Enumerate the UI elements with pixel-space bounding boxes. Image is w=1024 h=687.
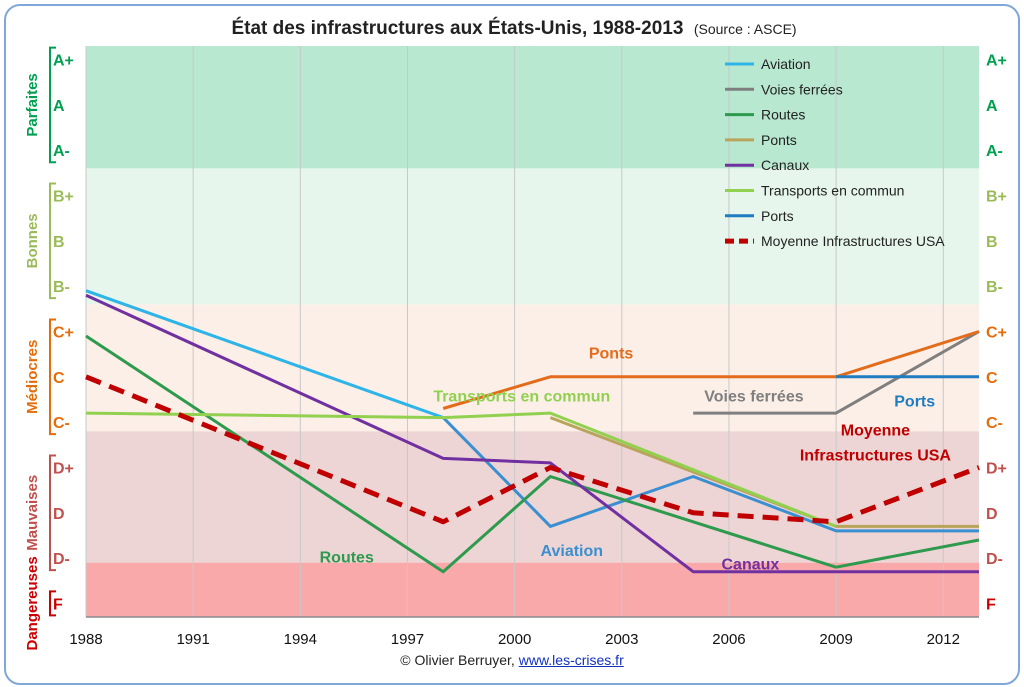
bracket-parfaites bbox=[49, 46, 56, 164]
grade-right-c-plus: C+ bbox=[986, 325, 1007, 342]
copyright-footer: © Olivier Berruyer, www.les-crises.fr bbox=[0, 652, 1024, 668]
grade-left-c: C bbox=[53, 370, 65, 387]
grade-bands bbox=[86, 46, 979, 617]
grid-lines bbox=[85, 46, 979, 618]
grade-right-c-minus: C- bbox=[986, 415, 1003, 432]
series-line-aviation-0 bbox=[85, 289, 444, 420]
chart-title: État des infrastructures aux États-Unis,… bbox=[231, 17, 796, 39]
grade-left-b-plus: B+ bbox=[53, 189, 74, 206]
grade-left-b: B bbox=[53, 234, 65, 251]
grade-right-a: A bbox=[986, 98, 998, 115]
series-line-canaux-6 bbox=[85, 293, 979, 574]
grade-right-a-minus: A- bbox=[986, 143, 1003, 160]
legend-label-moyenne-infrastructures-usa: Moyenne Infrastructures USA bbox=[761, 233, 945, 249]
bracket-dangereuses bbox=[49, 590, 56, 617]
x-axis: 1988 1991 1994 1997 2000 2003 2006 2009 2012 bbox=[69, 631, 960, 648]
grade-left-f: F bbox=[53, 596, 63, 613]
x-tick-1988: 1988 bbox=[69, 631, 102, 648]
grade-right-b-plus: B+ bbox=[986, 189, 1007, 206]
grade-right-b-minus: B- bbox=[986, 279, 1003, 296]
x-tick-2000: 2000 bbox=[498, 631, 531, 648]
grade-left-a-plus: A+ bbox=[53, 53, 74, 70]
chart-subtitle: (Source : ASCE) bbox=[694, 21, 797, 37]
bracket-bonnes bbox=[49, 182, 56, 300]
site-link[interactable]: www.les-crises.fr bbox=[518, 652, 624, 668]
grade-right-d-minus: D- bbox=[986, 551, 1003, 568]
x-tick-2009: 2009 bbox=[819, 631, 852, 648]
category-mediocres: Médiocres bbox=[24, 340, 41, 414]
band-bonnes bbox=[86, 168, 979, 305]
copyright-text: © Olivier Berruyer, bbox=[400, 652, 515, 668]
annotation-canaux-8: Canaux bbox=[721, 556, 779, 573]
series-lines bbox=[85, 289, 980, 574]
annotation-routes-6: Routes bbox=[320, 550, 374, 567]
series-line-routes-3 bbox=[85, 334, 980, 574]
grade-right-d-plus: D+ bbox=[986, 460, 1007, 477]
grade-right-b: B bbox=[986, 234, 998, 251]
annotation-moyenne-4: Moyenne bbox=[841, 423, 910, 440]
category-bonnes: Bonnes bbox=[24, 213, 41, 268]
annotation-ponts-0: Ponts bbox=[589, 346, 634, 363]
x-tick-1994: 1994 bbox=[284, 631, 317, 648]
annotation-transports-en-commun-1: Transports en commun bbox=[433, 389, 610, 406]
legend-label-canaux: Canaux bbox=[761, 157, 809, 173]
legend-label-routes: Routes bbox=[761, 107, 805, 123]
category-mauvaises: Mauvaises bbox=[24, 475, 41, 551]
legend-label-ponts: Ponts bbox=[761, 132, 797, 148]
series-line-transports-en-commun-7 bbox=[85, 411, 837, 528]
annotation-aviation-7: Aviation bbox=[541, 543, 604, 560]
legend-label-transports-en-commun: Transports en commun bbox=[761, 183, 904, 199]
grade-right-a-plus: A+ bbox=[986, 53, 1007, 70]
grade-left-a-minus: A- bbox=[53, 143, 70, 160]
grade-right-d: D bbox=[986, 506, 998, 523]
grade-left-b-minus: B- bbox=[53, 279, 70, 296]
annotation-voies-ferrees-2: Voies ferrées bbox=[704, 389, 803, 406]
category-dangereuses: Dangereuses bbox=[24, 556, 41, 650]
series-line-voies-ferrees-2 bbox=[693, 330, 980, 415]
grade-left-d-plus: D+ bbox=[53, 460, 74, 477]
x-tick-2012: 2012 bbox=[927, 631, 960, 648]
bracket-mauvaises bbox=[49, 454, 56, 572]
grade-left-c-minus: C- bbox=[53, 415, 70, 432]
grade-right-c: C bbox=[986, 370, 998, 387]
legend-label-ports: Ports bbox=[761, 208, 794, 224]
x-tick-2006: 2006 bbox=[712, 631, 745, 648]
series-line-aviation-1 bbox=[442, 416, 979, 533]
grade-left-d: D bbox=[53, 506, 65, 523]
series-line-moyenne-infrastructures-usa-9 bbox=[85, 374, 980, 525]
legend: Aviation Voies ferrées Routes Ponts Canaux Tr… bbox=[725, 56, 945, 249]
legend-label-aviation: Aviation bbox=[761, 56, 811, 72]
band-mauvaises bbox=[86, 431, 979, 563]
grade-axes: Dangereuses F F Mauvaises D- D- D D D+ D+ Médiocre… bbox=[24, 46, 1007, 651]
band-mediocres bbox=[86, 304, 979, 432]
series-annotations: Ponts Transports en commun Voies ferrées Po… bbox=[320, 346, 952, 574]
grade-left-c-plus: C+ bbox=[53, 325, 74, 342]
chart-title-text: État des infrastructures aux États-Unis,… bbox=[231, 17, 683, 39]
x-tick-1991: 1991 bbox=[176, 631, 209, 648]
annotation-ports-3: Ports bbox=[894, 393, 935, 410]
legend-label-voies-ferrees: Voies ferrées bbox=[761, 81, 843, 97]
grade-left-d-minus: D- bbox=[53, 551, 70, 568]
category-parfaites: Parfaites bbox=[24, 73, 41, 136]
grade-right-f: F bbox=[986, 596, 996, 613]
annotation-infrastructures-usa-5: Infrastructures USA bbox=[800, 448, 952, 465]
x-tick-1997: 1997 bbox=[391, 631, 424, 648]
bracket-mediocres bbox=[49, 318, 56, 436]
grade-left-a: A bbox=[53, 98, 65, 115]
x-tick-2003: 2003 bbox=[605, 631, 638, 648]
series-line-ponts-4 bbox=[442, 330, 980, 410]
band-parfaites bbox=[86, 46, 979, 169]
